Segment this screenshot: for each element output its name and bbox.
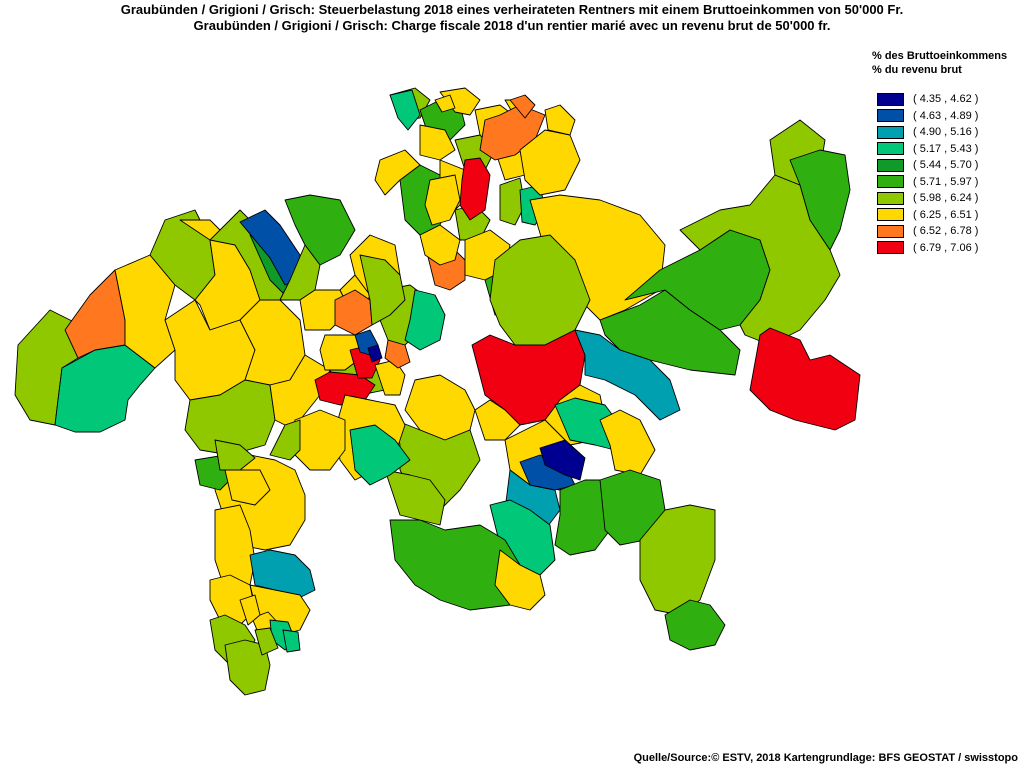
municipality-area — [367, 344, 383, 363]
municipality-area — [789, 149, 851, 251]
legend-swatch — [877, 92, 904, 106]
municipality-area — [499, 177, 526, 226]
municipality-area — [404, 289, 446, 351]
municipality-area — [239, 594, 261, 626]
source-credit: Quelle/Source:© ESTV, 2018 Kartengrundla… — [633, 752, 1018, 764]
legend-list: ( 4.35 , 4.62 ) ( 4.63 , 4.89 ) ( 4.90 , 5… — [872, 91, 1007, 256]
municipality-area — [314, 371, 376, 406]
municipality-area — [282, 629, 301, 653]
municipality-area — [749, 327, 861, 431]
legend-label: ( 4.63 , 4.89 ) — [913, 109, 979, 122]
municipality-area — [554, 479, 616, 556]
legend-item: ( 4.35 , 4.62 ) — [872, 91, 1007, 108]
municipality-area — [539, 439, 586, 481]
map-titles: Graubünden / Grigioni / Grisch: Steuerbe… — [0, 2, 1024, 34]
municipality-area — [64, 269, 126, 359]
municipality-area — [474, 399, 521, 441]
municipality-area — [519, 129, 581, 196]
legend-swatch — [877, 241, 904, 255]
municipality-area — [509, 94, 536, 119]
legend-item: ( 5.44 , 5.70 ) — [872, 157, 1007, 174]
legend-item: ( 5.71 , 5.97 ) — [872, 174, 1007, 191]
legend-item: ( 6.79 , 7.06 ) — [872, 240, 1007, 257]
legend-swatch — [877, 208, 904, 222]
municipality-area — [599, 409, 656, 476]
title-french: Graubünden / Grigioni / Grisch: Charge f… — [193, 18, 831, 33]
municipality-area — [214, 439, 256, 471]
municipality-area — [574, 329, 681, 421]
municipality-area — [254, 627, 279, 656]
legend-item: ( 4.90 , 5.16 ) — [872, 124, 1007, 141]
title-german: Graubünden / Grigioni / Grisch: Steuerbe… — [120, 2, 904, 17]
legend-item: ( 6.25 , 6.51 ) — [872, 207, 1007, 224]
legend-item: ( 6.52 , 6.78 ) — [872, 223, 1007, 240]
legend-title-line1: % des Bruttoeinkommens — [872, 50, 1008, 62]
legend-label: ( 5.44 , 5.70 ) — [913, 159, 979, 172]
legend-label: ( 5.98 , 6.24 ) — [913, 192, 979, 205]
legend-item: ( 5.17 , 5.43 ) — [872, 141, 1007, 158]
municipality-area — [349, 424, 411, 486]
legend-label: ( 6.52 , 6.78 ) — [913, 225, 979, 238]
legend-swatch — [877, 125, 904, 139]
municipality-area — [224, 469, 271, 506]
municipality-area — [664, 599, 726, 651]
legend-item: ( 5.98 , 6.24 ) — [872, 190, 1007, 207]
municipality-area — [599, 289, 741, 376]
municipality-area — [269, 419, 301, 461]
municipality-area — [424, 174, 461, 226]
legend-label: ( 6.25 , 6.51 ) — [913, 208, 979, 221]
legend-title-line2: % du revenu brut — [872, 64, 962, 76]
legend-swatch — [877, 158, 904, 172]
municipality-area — [459, 157, 491, 221]
municipality-area — [374, 149, 421, 196]
municipality-area — [389, 89, 421, 131]
legend-label: ( 4.35 , 4.62 ) — [913, 93, 979, 106]
municipality-area — [639, 504, 716, 616]
municipality-area — [419, 124, 456, 161]
municipality-area — [224, 639, 271, 696]
legend-swatch — [877, 142, 904, 156]
legend-item: ( 4.63 , 4.89 ) — [872, 108, 1007, 125]
municipality-area — [544, 104, 576, 136]
legend-swatch — [877, 175, 904, 189]
municipality-area — [284, 194, 356, 266]
legend-title: % des Bruttoeinkommens % du revenu brut — [872, 49, 1007, 77]
municipality-area — [384, 469, 446, 526]
municipality-area — [249, 549, 316, 601]
municipality-area — [184, 379, 276, 456]
legend-label: ( 5.71 , 5.97 ) — [913, 175, 979, 188]
municipality-area — [434, 94, 456, 113]
legend-label: ( 5.17 , 5.43 ) — [913, 142, 979, 155]
municipality-area — [494, 549, 546, 611]
municipality-area — [359, 254, 406, 326]
legend-swatch — [877, 224, 904, 238]
legend-label: ( 6.79 , 7.06 ) — [913, 241, 979, 254]
legend-swatch — [877, 109, 904, 123]
legend-label: ( 4.90 , 5.16 ) — [913, 126, 979, 139]
municipality-area — [419, 224, 461, 266]
legend-swatch — [877, 191, 904, 205]
legend: % des Bruttoeinkommens % du revenu brut … — [872, 49, 1007, 256]
